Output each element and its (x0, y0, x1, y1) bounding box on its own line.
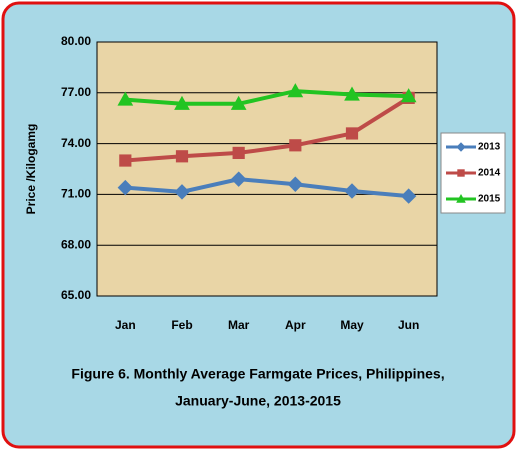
y-tick-label: 65.00 (61, 288, 91, 302)
y-tick-label: 74.00 (61, 136, 91, 150)
marker (117, 179, 134, 196)
y-tick-label: 80.00 (61, 34, 91, 48)
marker (119, 154, 132, 167)
marker (457, 169, 465, 177)
caption-line: January-June, 2013-2015 (175, 393, 341, 409)
y-axis-title: Price /Kilogamg (24, 124, 38, 215)
series-line (125, 96, 410, 163)
marker (175, 150, 189, 163)
y-tick-label: 68.00 (61, 237, 91, 251)
legend-label: 2013 (478, 142, 501, 153)
caption-line: Figure 6. Monthly Average Farmgate Price… (71, 366, 444, 382)
series-line (125, 89, 409, 106)
legend-label: 2015 (478, 194, 501, 205)
plot-border (96, 41, 438, 297)
x-tick-label: Apr (285, 318, 306, 332)
marker (345, 127, 359, 140)
marker (344, 183, 360, 199)
x-tick-label: Jun (398, 318, 419, 332)
marker (174, 184, 190, 200)
marker (117, 91, 134, 106)
x-tick-label: Feb (171, 318, 192, 332)
marker (287, 83, 304, 98)
marker (289, 139, 302, 152)
marker (456, 142, 466, 152)
marker (230, 171, 247, 187)
marker (232, 146, 245, 160)
x-tick-label: Jan (115, 318, 136, 332)
plot-area (97, 42, 437, 296)
marker (400, 188, 417, 204)
marker (230, 95, 247, 110)
legend-label: 2014 (478, 168, 501, 179)
x-tick-label: Mar (228, 318, 250, 332)
marker (344, 86, 360, 101)
y-tick-label: 77.00 (61, 85, 91, 99)
marker (456, 193, 466, 203)
marker (287, 176, 304, 192)
y-tick-label: 71.00 (61, 187, 91, 201)
x-tick-label: May (340, 318, 364, 332)
marker (174, 95, 190, 110)
marker (400, 88, 417, 103)
series-line (125, 177, 409, 199)
